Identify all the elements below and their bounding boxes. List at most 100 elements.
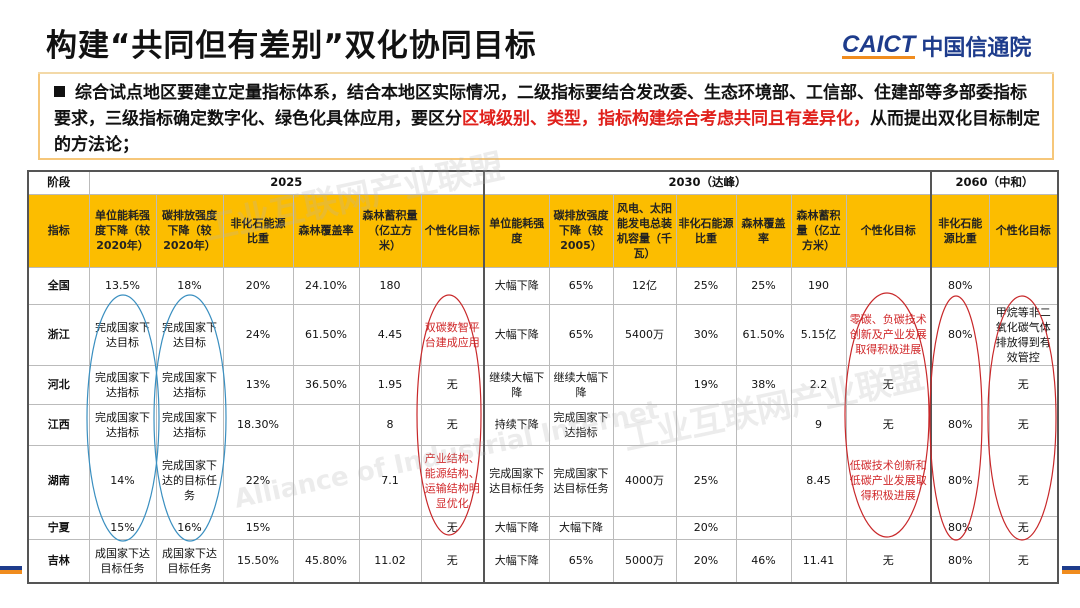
- table-cell: [845, 266, 932, 305]
- column-header: 碳排放强度下降（较2005）: [548, 193, 614, 268]
- table-cell: 20%: [675, 515, 737, 540]
- page-title: 构建“共同但有差别”双化协同目标: [46, 28, 537, 64]
- table-cell: 5400万: [612, 303, 677, 366]
- table-cell: 25%: [675, 266, 737, 305]
- table-cell: 低碳技术创新和低碳产业发展取得积极进展: [845, 444, 932, 517]
- table-cell: 大幅下降: [483, 303, 550, 366]
- table-cell: 完成国家下达目标: [155, 303, 224, 366]
- intro-text-highlight: 区域级别、类型，指标构建综合考虑共同且有差异化，: [462, 109, 870, 129]
- stage-2030: 2030（达峰）: [483, 170, 932, 195]
- table-cell: [735, 444, 792, 517]
- intro-box: 综合试点地区要建立定量指标体系，结合本地区实际情况，二级指标要结合发改委、生态环…: [38, 74, 1054, 160]
- table-cell: 完成国家下达指标: [548, 403, 614, 446]
- table-cell: 无: [988, 364, 1059, 405]
- table-cell: 46%: [735, 538, 792, 584]
- column-header: 森林蓄积量（亿立方米）: [790, 193, 847, 268]
- stage-label: 阶段: [27, 170, 90, 195]
- table-cell: [292, 444, 360, 517]
- table-cell: 24.10%: [292, 266, 360, 305]
- table-cell: [292, 515, 360, 540]
- table-cell: 5.15亿: [790, 303, 847, 366]
- table-cell: 完成国家下达指标: [155, 364, 224, 405]
- table-cell: 大幅下降: [483, 515, 550, 540]
- table-cell: 持续下降: [483, 403, 550, 446]
- table-cell: 25%: [735, 266, 792, 305]
- column-header: 风电、太阳能发电总装机容量（千瓦）: [612, 193, 677, 268]
- table-cell: 大幅下降: [548, 515, 614, 540]
- decor-bar: [0, 566, 22, 570]
- table-cell: 继续大幅下降: [548, 364, 614, 405]
- table-cell: 61.50%: [735, 303, 792, 366]
- table-cell: 甲烷等非二氧化碳气体排放得到有效管控: [988, 303, 1059, 366]
- table-cell: 4.45: [358, 303, 422, 366]
- table-cell: 16%: [155, 515, 224, 540]
- table-cell: 24%: [222, 303, 294, 366]
- region-cell: 湖南: [27, 444, 90, 517]
- table-cell: 38%: [735, 364, 792, 405]
- column-header: 单位能耗强度下降（较2020年）: [88, 193, 157, 268]
- column-header: 碳排放强度下降（较2020年）: [155, 193, 224, 268]
- table-cell: 无: [420, 403, 485, 446]
- table-cell: 8.45: [790, 444, 847, 517]
- column-header: 非化石能源比重: [222, 193, 294, 268]
- table-cell: 无: [988, 403, 1059, 446]
- table-cell: 大幅下降: [483, 266, 550, 305]
- table-cell: 完成国家下达目标: [88, 303, 157, 366]
- table-row: 宁夏 15% 16% 15% 无大幅下降 大幅下降 20% 80% 无: [27, 515, 1059, 540]
- header-row: 指标 单位能耗强度下降（较2020年） 碳排放强度下降（较2020年） 非化石能源比…: [27, 193, 1059, 268]
- table-cell: 80%: [930, 444, 990, 517]
- table-cell: 无: [988, 515, 1059, 540]
- column-header: 非化石能源比重: [930, 193, 990, 268]
- table-cell: [612, 364, 677, 405]
- table-cell: 80%: [930, 538, 990, 584]
- table-cell: 15%: [222, 515, 294, 540]
- table-cell: [735, 515, 792, 540]
- stage-row: 阶段 2025 2030（达峰） 2060（中和）: [27, 170, 1059, 195]
- table-cell: [292, 403, 360, 446]
- table-cell: 成国家下达目标任务: [88, 538, 157, 584]
- table-cell: 无: [420, 538, 485, 584]
- square-bullet-icon: [54, 86, 65, 97]
- table-cell: 190: [790, 266, 847, 305]
- table-cell: 30%: [675, 303, 737, 366]
- table-cell: 65%: [548, 538, 614, 584]
- region-cell: 吉林: [27, 538, 90, 584]
- table-cell: 7.1: [358, 444, 422, 517]
- targets-table: 阶段 2025 2030（达峰） 2060（中和） 指标 单位能耗强度下降（较2…: [27, 170, 1060, 584]
- table-cell: 双碳数智平台建成应用: [420, 303, 485, 366]
- table-cell: 完成国家下达指标: [155, 403, 224, 446]
- table-cell: [612, 403, 677, 446]
- table-cell: 无: [420, 515, 485, 540]
- table-cell: 无: [988, 538, 1059, 584]
- table-cell: 80%: [930, 266, 990, 305]
- table-cell: [612, 515, 677, 540]
- table-cell: 9: [790, 403, 847, 446]
- column-header: 森林覆盖率: [735, 193, 792, 268]
- table-cell: 65%: [548, 266, 614, 305]
- table-cell: 2.2: [790, 364, 847, 405]
- table-cell: 65%: [548, 303, 614, 366]
- column-header: 个性化目标: [845, 193, 932, 268]
- column-header: 非化石能源比重: [675, 193, 737, 268]
- table-cell: 完成国家下达指标: [88, 403, 157, 446]
- intro-text-1: 综合试点地区要建立定量指标体系，结合本地区实际情况，二级指标要结合发改委、生态环…: [54, 83, 1027, 129]
- table-cell: 11.02: [358, 538, 422, 584]
- table-cell: 180: [358, 266, 422, 305]
- table-cell: 完成国家下达目标任务: [483, 444, 550, 517]
- table-cell: [420, 266, 485, 305]
- table-cell: 无: [845, 403, 932, 446]
- table-cell: 零碳、负碳技术创新及产业发展取得积极进展: [845, 303, 932, 366]
- table-cell: 20%: [675, 538, 737, 584]
- table-row: 全国 13.5% 18% 20% 24.10% 180 大幅下降 65% 12亿 25% 25% 19…: [27, 266, 1059, 305]
- region-cell: 浙江: [27, 303, 90, 366]
- table-cell: 无: [988, 444, 1059, 517]
- table-row: 河北 完成国家下达指标 完成国家下达指标 13% 36.50% 1.95 无继续大幅下降 继续…: [27, 364, 1059, 405]
- stage-2025: 2025: [88, 170, 485, 195]
- table-cell: 1.95: [358, 364, 422, 405]
- table-cell: 15%: [88, 515, 157, 540]
- table-cell: 18.30%: [222, 403, 294, 446]
- table-cell: 完成国家下达的目标任务: [155, 444, 224, 517]
- table-cell: 36.50%: [292, 364, 360, 405]
- logo-en: CAICT: [842, 30, 916, 59]
- table-cell: [790, 515, 847, 540]
